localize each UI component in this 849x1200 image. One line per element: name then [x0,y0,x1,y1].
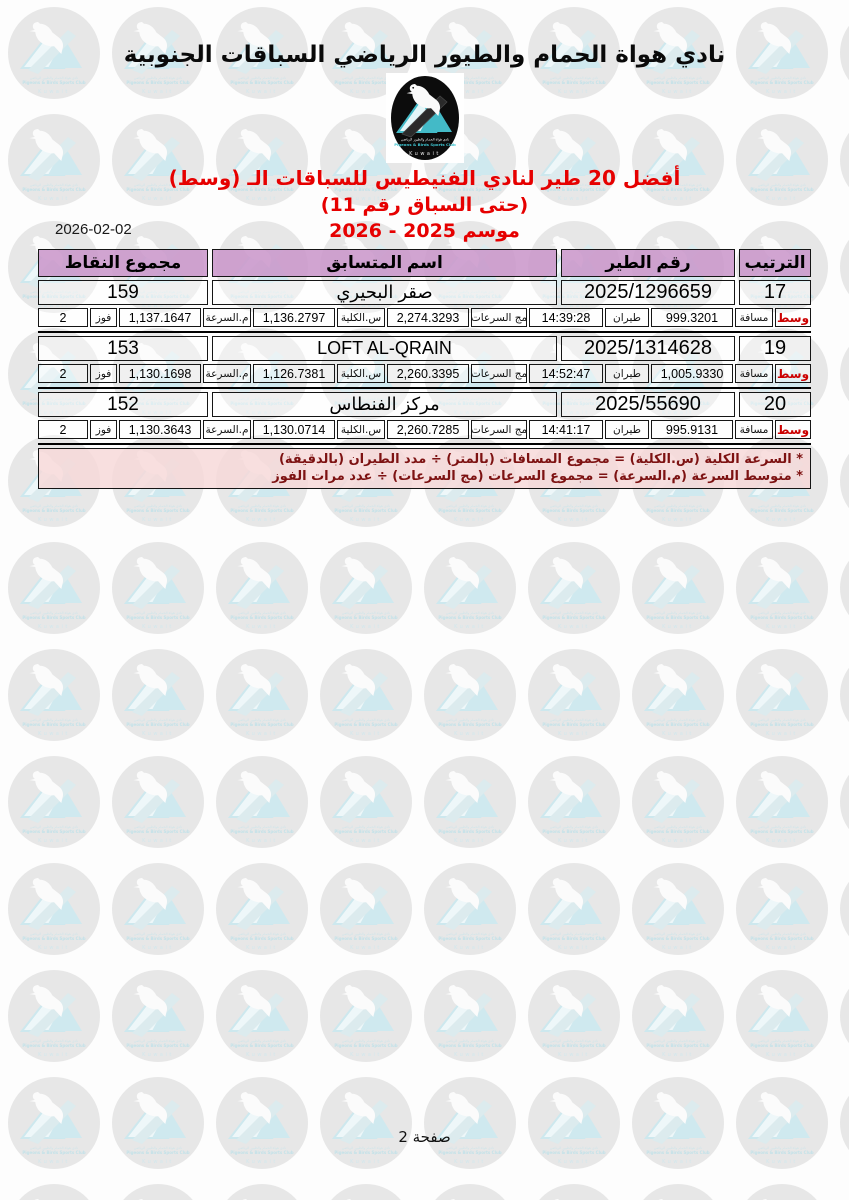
overall-speed-value: 1,130.0714 [253,420,335,439]
logo-english-name: Pigeons & Birds Sports Club [394,142,456,147]
bird-number-cell: 2025/1296659 [561,280,735,305]
avg-speed-value: 1,130.1698 [119,364,201,383]
bird-number-cell: 2025/55690 [561,392,735,417]
notes-box: * السرعة الكلية (س.الكلية) = مجموع المسا… [38,448,811,489]
rank-cell: 19 [739,336,811,361]
overall-speed-value: 1,136.2797 [253,308,335,327]
sum-speeds-label: مج السرعات [471,308,527,327]
points-cell: 159 [38,280,208,305]
rank-cell: 20 [739,392,811,417]
distance-label: مسافة [735,420,773,439]
distance-value: 1,005.9330 [651,364,733,383]
overall-speed-label: س.الكلية [337,364,385,383]
sum-speeds-label: مج السرعات [471,420,527,439]
wins-label: فوز [90,308,117,327]
flight-time-value: 14:41:17 [529,420,603,439]
header-bird-number: رقم الطير [561,249,735,277]
header-rank: الترتيب [739,249,811,277]
result-detail-row: وسط مسافة 999.3201 طيران 14:39:28 مج الس… [38,308,811,327]
points-cell: 153 [38,336,208,361]
report-heading: أفضل 20 طير لنادي الفنيطيس للسباقات الـ … [0,166,849,242]
page-number: صفحة 2 [398,1128,451,1146]
competitor-name-cell: صقر البحيري [212,280,557,305]
table-body: 17 2025/1296659 صقر البحيري 159 وسط مساف… [38,280,811,445]
note-line-1: * السرعة الكلية (س.الكلية) = مجموع المسا… [278,452,803,467]
bird-number-cell: 2025/1314628 [561,336,735,361]
wins-label: فوز [90,420,117,439]
page-title: نادي هواة الحمام والطيور الرياضي السباقا… [123,42,726,68]
club-logo-badge-icon: نادي هواة الحمام والطيور الرياضي Pigeons… [390,76,459,160]
result-main-row: 17 2025/1296659 صقر البحيري 159 [38,280,811,305]
overall-speed-label: س.الكلية [337,308,385,327]
flight-label: طيران [605,364,649,383]
result-detail-row: وسط مسافة 995.9131 طيران 14:41:17 مج الس… [38,420,811,439]
wins-value: 2 [38,420,88,439]
flight-time-value: 14:52:47 [529,364,603,383]
result-entry: 17 2025/1296659 صقر البحيري 159 وسط مساف… [38,280,811,333]
sum-speeds-value: 2,274.3293 [387,308,469,327]
points-cell: 152 [38,392,208,417]
sum-speeds-value: 2,260.7285 [387,420,469,439]
rank-cell: 17 [739,280,811,305]
heading-line-3: موسم 2025 - 2026 [329,220,520,242]
wins-value: 2 [38,308,88,327]
flight-time-value: 14:39:28 [529,308,603,327]
note-line-2: * متوسط السرعة (م.السرعة) = مجموع السرعا… [272,468,803,484]
distance-label: مسافة [735,364,773,383]
category-cell: وسط [775,308,811,327]
overall-speed-label: س.الكلية [337,420,385,439]
result-detail-row: وسط مسافة 1,005.9330 طيران 14:52:47 مج ا… [38,364,811,383]
results-table: الترتيب رقم الطير اسم المتسابق مجموع الن… [38,249,811,489]
table-header-row: الترتيب رقم الطير اسم المتسابق مجموع الن… [38,249,811,277]
overall-speed-value: 1,126.7381 [253,364,335,383]
wins-label: فوز [90,364,117,383]
flight-label: طيران [605,308,649,327]
competitor-name-cell: مركز الفنطاس [212,392,557,417]
club-logo: نادي هواة الحمام والطيور الرياضي Pigeons… [385,73,464,163]
result-entry: 19 2025/1314628 LOFT AL-QRAIN 153 وسط مس… [38,336,811,389]
header-total-points: مجموع النقاط [38,249,208,277]
avg-speed-value: 1,137.1647 [119,308,201,327]
distance-value: 995.9131 [651,420,733,439]
flight-label: طيران [605,420,649,439]
logo-arabic-name: نادي هواة الحمام والطيور الرياضي [400,138,448,143]
sum-speeds-label: مج السرعات [471,364,527,383]
sum-speeds-value: 2,260.3395 [387,364,469,383]
avg-speed-label: م.السرعة [203,364,251,383]
category-cell: وسط [775,364,811,383]
header-competitor-name: اسم المتسابق [212,249,557,277]
category-cell: وسط [775,420,811,439]
distance-value: 999.3201 [651,308,733,327]
logo-country: Kuwait [409,151,441,157]
competitor-name-cell: LOFT AL-QRAIN [212,336,557,361]
result-main-row: 19 2025/1314628 LOFT AL-QRAIN 153 [38,336,811,361]
avg-speed-label: م.السرعة [203,420,251,439]
wins-value: 2 [38,364,88,383]
report-date: 2026-02-02 [55,221,132,238]
heading-line-1: أفضل 20 طير لنادي الفنيطيس للسباقات الـ … [168,166,681,190]
avg-speed-label: م.السرعة [203,308,251,327]
avg-speed-value: 1,130.3643 [119,420,201,439]
result-main-row: 20 2025/55690 مركز الفنطاس 152 [38,392,811,417]
result-entry: 20 2025/55690 مركز الفنطاس 152 وسط مسافة… [38,392,811,445]
distance-label: مسافة [735,308,773,327]
heading-line-2: (حتى السباق رقم 11) [320,194,529,216]
